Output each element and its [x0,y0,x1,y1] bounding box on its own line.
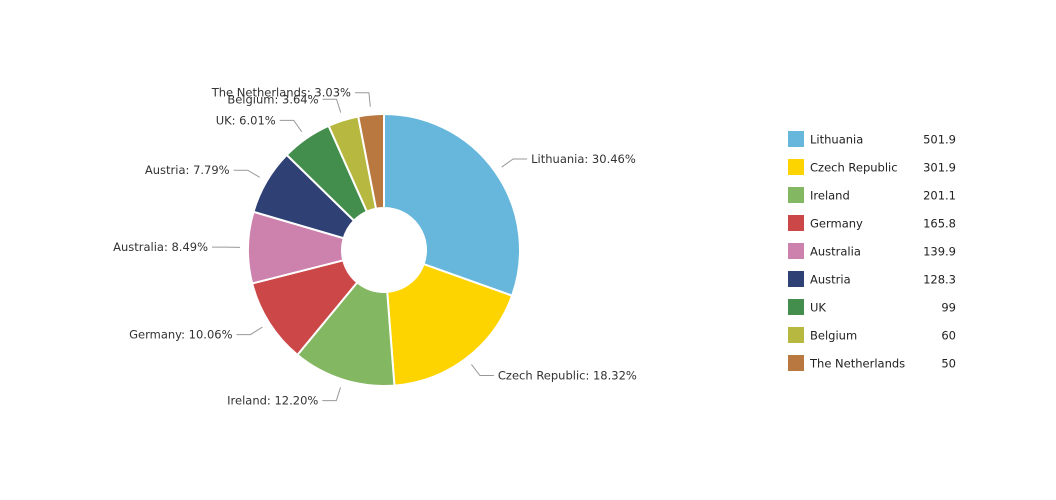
legend-label: UK [810,301,826,315]
legend-value: 128.3 [923,273,956,287]
legend-label: Austria [810,273,851,287]
legend-item-ireland[interactable]: Ireland 201.1 [788,187,956,203]
slice-label-belgium: Belgium: 3.64% [227,92,318,106]
legend-label: Australia [810,245,861,259]
legend-item-belgium[interactable]: Belgium 60 [788,327,956,343]
legend-swatch [788,299,804,315]
legend-swatch [788,271,804,287]
label-leader-line [233,169,260,178]
legend-value: 201.1 [923,189,956,203]
slice-czech-republic[interactable] [386,262,514,387]
legend-label: Belgium [810,329,857,343]
legend-label: The Netherlands [809,357,905,371]
slices-group [247,112,521,387]
label-leader-line [471,364,494,377]
legend-label: Ireland [810,189,850,203]
legend-label: Lithuania [810,133,863,147]
slice-label-the-netherlands: The Netherlands: 3.03% [211,86,351,100]
legend-swatch [788,215,804,231]
slice-the-netherlands[interactable] [357,112,385,210]
legend-item-lithuania[interactable]: Lithuania 501.9 [788,131,956,147]
legend-label: Czech Republic [810,161,898,175]
legend-item-germany[interactable]: Germany 165.8 [788,215,956,231]
legend-swatch [788,355,804,371]
label-leader-line [354,92,371,107]
slice-labels-group: Lithuania: 30.46% Czech Republic: 18.32% I… [113,86,637,408]
legend-value: 99 [941,301,956,315]
legend-value: 139.9 [923,245,956,259]
legend-label: Germany [810,217,863,231]
slice-label-australia: Australia: 8.49% [113,240,208,254]
legend-value: 501.9 [923,133,956,147]
label-leader-line [322,387,342,402]
legend: Lithuania 501.9 Czech Republic 301.9 Ireland… [788,131,956,371]
slice-label-czech-republic: Czech Republic: 18.32% [498,369,637,383]
legend-swatch [788,243,804,259]
label-leader-line [236,326,263,336]
legend-value: 50 [941,357,956,371]
legend-swatch [788,159,804,175]
slice-label-lithuania: Lithuania: 30.46% [531,152,636,166]
slice-label-germany: Germany: 10.06% [129,328,232,342]
legend-item-uk[interactable]: UK 99 [788,299,956,315]
slice-ireland[interactable] [296,280,396,387]
legend-item-the-netherlands[interactable]: The Netherlands 50 [788,355,956,371]
legend-item-austria[interactable]: Austria 128.3 [788,271,956,287]
legend-swatch [788,131,804,147]
legend-swatch [788,327,804,343]
label-leader-line [322,98,342,113]
label-leader-line [279,119,303,133]
legend-item-australia[interactable]: Australia 139.9 [788,243,956,259]
legend-swatch [788,187,804,203]
slice-lithuania[interactable] [383,112,521,298]
slice-label-ireland: Ireland: 12.20% [227,394,318,408]
legend-value: 60 [941,329,956,343]
legend-value: 301.9 [923,161,956,175]
label-leader-line [501,158,528,168]
legend-item-czech-republic[interactable]: Czech Republic 301.9 [788,159,956,175]
slice-label-uk: UK: 6.01% [216,113,276,127]
legend-value: 165.8 [923,217,956,231]
slice-label-austria: Austria: 7.79% [145,163,230,177]
